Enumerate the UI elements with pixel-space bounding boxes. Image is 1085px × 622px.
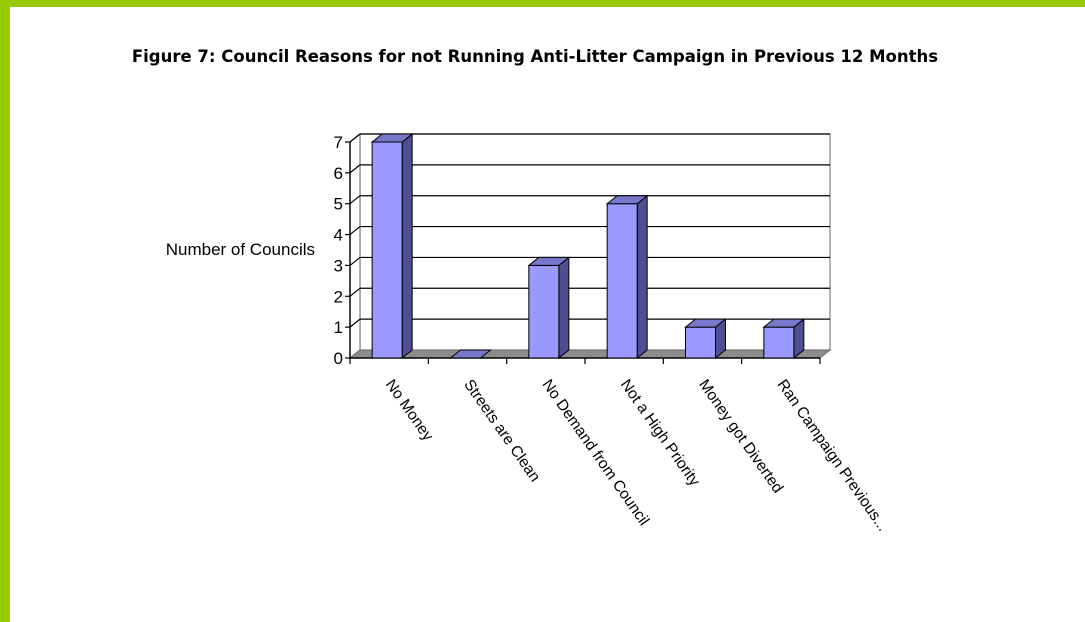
- bar-front: [685, 326, 716, 359]
- chart-walls: [348, 132, 832, 360]
- gridline-side: [349, 256, 361, 266]
- bar-side: [558, 256, 570, 360]
- y-tick-label: 7: [334, 133, 343, 152]
- bar: [449, 349, 492, 359]
- x-tick-label: Not a High Priority: [617, 377, 703, 490]
- bar-front: [371, 141, 403, 359]
- bar: [762, 318, 806, 360]
- y-tick-label: 3: [334, 256, 343, 275]
- bars: [370, 132, 806, 360]
- back-wall: [359, 133, 831, 351]
- chart-floor: [348, 349, 832, 359]
- bar-top: [605, 195, 649, 205]
- chart-title: Figure 7: Council Reasons for not Runnin…: [131, 47, 939, 66]
- side-wall: [349, 132, 361, 360]
- bar-top: [370, 133, 414, 143]
- bar: [370, 132, 414, 360]
- y-tick-labels: 0 1 2 3 4 5 6 7: [334, 133, 343, 368]
- gridline-side: [349, 133, 361, 143]
- bar: [527, 256, 571, 360]
- axes: [345, 141, 821, 364]
- x-tick-label: Streets are Clean: [460, 377, 543, 486]
- bar-side: [401, 132, 413, 360]
- bar-front: [528, 264, 560, 359]
- y-tick-label: 5: [334, 195, 343, 214]
- bar-top: [449, 349, 492, 359]
- bar-side: [636, 194, 648, 360]
- bar: [605, 194, 649, 360]
- gridline-side: [349, 164, 361, 174]
- bar-front: [763, 326, 795, 359]
- y-tick-label: 6: [334, 164, 343, 183]
- y-tick-label: 0: [334, 349, 343, 368]
- x-tick-label: Ran Campaign Previous...: [774, 377, 892, 535]
- bar-top: [527, 256, 571, 266]
- gridline-side: [349, 226, 361, 236]
- bar-top: [684, 318, 727, 328]
- y-tick-label: 2: [334, 287, 343, 306]
- x-tick-label: Money got Diverted: [695, 377, 786, 497]
- gridline-side: [349, 318, 361, 328]
- gridline-side: [349, 287, 361, 297]
- y-axis-label: Number of Councils: [165, 240, 315, 259]
- bar-front: [606, 203, 638, 359]
- bar-top: [762, 318, 806, 328]
- gridlines: [349, 133, 830, 328]
- y-tick-label: 1: [334, 318, 343, 337]
- bar: [684, 318, 727, 360]
- x-tick-label: No Money: [382, 377, 437, 445]
- y-tick-label: 4: [334, 226, 343, 245]
- gridline-side: [349, 195, 361, 205]
